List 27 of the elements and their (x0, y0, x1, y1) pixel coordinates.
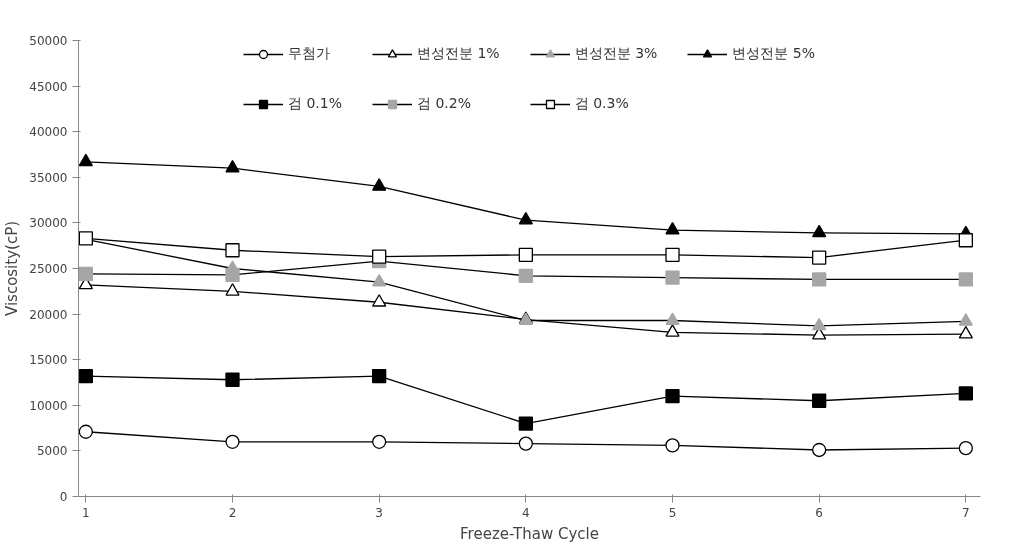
legend-label: 검 0.3% (574, 95, 629, 113)
legend-label: 변성전분 3% (574, 45, 658, 63)
x-tick-label: 7 (962, 505, 970, 520)
legend-label: 검 0.2% (417, 95, 472, 113)
y-tick-label: 15000 (29, 353, 68, 368)
y-tick-label: 0 (59, 490, 68, 504)
y-tick-label: 45000 (29, 79, 68, 94)
y-tick-label: 25000 (29, 262, 68, 276)
x-tick-label: 3 (375, 505, 383, 520)
x-axis-title: Freeze-Thaw Cycle (460, 524, 599, 543)
y-tick-label: 20000 (29, 307, 68, 322)
legend-label: 검 0.1% (287, 95, 343, 113)
x-tick-label: 5 (668, 505, 677, 520)
y-tick-label: 10000 (29, 398, 68, 413)
x-tick-label: 1 (82, 505, 90, 520)
x-tick-label: 4 (522, 505, 530, 520)
y-tick-label: 40000 (29, 125, 68, 140)
x-tick-label: 2 (228, 505, 237, 520)
y-tick-label: 50000 (29, 34, 68, 48)
y-tick-label: 35000 (29, 170, 68, 185)
legend-label: 변성전분 1% (417, 45, 500, 63)
legend-label: 무첨가 (287, 45, 330, 63)
y-tick-label: 30000 (29, 216, 68, 231)
x-tick-label: 6 (815, 505, 823, 520)
y-tick-label: 5000 (36, 444, 68, 459)
y-axis-title: Viscosity(cP) (3, 220, 22, 317)
legend-label: 변성전분 5% (732, 45, 816, 63)
